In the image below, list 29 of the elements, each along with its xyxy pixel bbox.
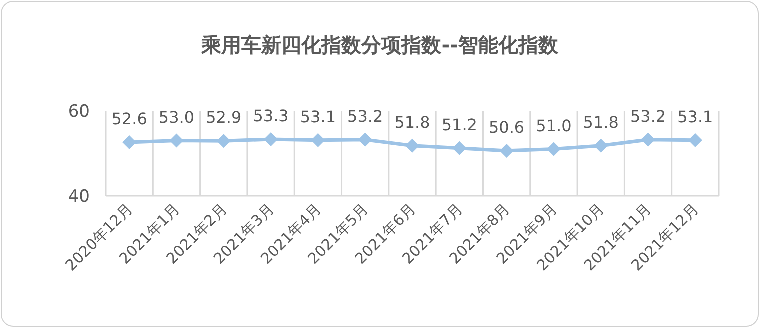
y-tick-label: 40 [68,187,90,207]
point [641,132,656,147]
point [500,144,514,158]
data-label: 51.8 [394,112,430,132]
point [406,138,420,153]
data-label: 53.1 [678,107,714,126]
point [264,132,278,146]
point [546,142,561,156]
data-label: 51.8 [583,112,619,132]
data-label: 53.0 [158,108,195,127]
y-tick-label: 60 [68,102,90,122]
data-label: 53.3 [253,106,289,126]
data-label: 52.9 [206,108,242,128]
point [311,133,326,148]
data-label: 51.2 [442,115,478,134]
chart-title: 乘用车新四化指数分项指数--智能化指数 [200,33,560,57]
data-label: 53.1 [300,107,336,126]
data-label: 53.2 [348,106,384,126]
data-label: 50.6 [488,118,525,137]
point [122,135,137,150]
point [216,134,231,148]
point [594,138,608,153]
point [452,141,467,156]
point [358,132,372,147]
data-label: 52.6 [112,109,148,128]
point [170,134,184,148]
data-label: 53.2 [630,106,666,126]
data-label: 51.0 [536,116,572,136]
point [688,133,702,148]
